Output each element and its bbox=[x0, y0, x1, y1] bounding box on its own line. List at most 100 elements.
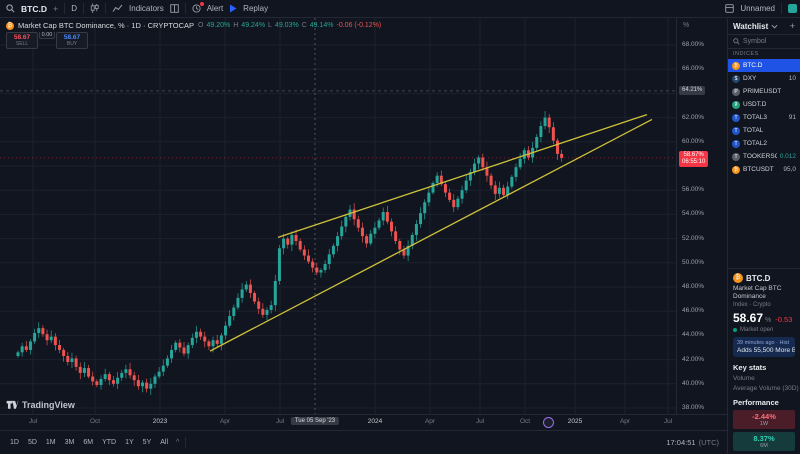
time-tick: Jul bbox=[475, 418, 485, 425]
chart-style-icon[interactable] bbox=[90, 3, 99, 14]
search-icon[interactable] bbox=[6, 4, 15, 13]
buy-label: BUY bbox=[66, 41, 78, 47]
sell-price: 58.67 bbox=[13, 34, 31, 41]
toolbar-divider bbox=[83, 3, 85, 14]
watchlist-item-total[interactable]: T TOTAL bbox=[728, 124, 800, 137]
replay-icon[interactable] bbox=[229, 4, 237, 13]
watchlist-item-primeusdt[interactable]: P PRIMEUSDT bbox=[728, 85, 800, 98]
range-1d[interactable]: 1D bbox=[10, 439, 19, 446]
indicators-button[interactable]: Indicators bbox=[129, 4, 164, 13]
range-5d[interactable]: 5D bbox=[27, 439, 37, 446]
watchlist-item-btc.d[interactable]: ₿ BTC.D bbox=[728, 59, 800, 72]
symbol-logo-icon: P bbox=[732, 87, 740, 96]
range-3m[interactable]: 3M bbox=[64, 439, 75, 446]
chevron-down-icon[interactable] bbox=[771, 24, 778, 29]
time-axis[interactable]: Jul Oct 2023 Apr Jul 2024 Apr Jul Oct 2025 Apr Jul … bbox=[0, 414, 727, 430]
watchlist-value: 95,0 bbox=[783, 166, 796, 173]
timeline-event-icon[interactable] bbox=[543, 417, 554, 428]
range-ytd[interactable]: YTD bbox=[102, 439, 117, 446]
layout-icon[interactable] bbox=[725, 4, 735, 13]
range-6m[interactable]: 6M bbox=[83, 439, 94, 446]
symbol-logo-icon: T bbox=[732, 113, 740, 122]
price-tick: 60.00% bbox=[682, 137, 705, 145]
buy-price: 58.67 bbox=[63, 34, 81, 41]
range-5y[interactable]: 5Y bbox=[142, 439, 152, 446]
symbol-logo-icon: ₿ bbox=[733, 273, 743, 284]
compare-add-icon[interactable]: + bbox=[52, 3, 59, 14]
watchlist-item-dxy[interactable]: $ DXY 10 bbox=[728, 72, 800, 85]
timezone[interactable]: (UTC) bbox=[698, 438, 719, 447]
symbol-logo-icon: $ bbox=[732, 74, 740, 83]
grid-layout-icon[interactable] bbox=[169, 4, 179, 13]
symbol-logo-icon: ₿ bbox=[732, 61, 740, 70]
stat-row: Volume bbox=[733, 375, 755, 382]
watchlist-item-total2[interactable]: T TOTAL2 bbox=[728, 137, 800, 150]
detail-name: Market Cap BTC Dominance bbox=[733, 285, 782, 301]
clock[interactable]: 17:04:51 bbox=[666, 438, 696, 447]
watchlist-value: 10 bbox=[788, 75, 796, 82]
indicators-icon[interactable] bbox=[112, 4, 123, 13]
range-1y[interactable]: 1Y bbox=[125, 439, 134, 446]
time-tick: Oct bbox=[519, 418, 531, 425]
performance-tile-6m: 8.37% 6M bbox=[733, 432, 795, 451]
watchlist-title[interactable]: Watchlist bbox=[733, 21, 769, 31]
price-tick: 62.00% bbox=[682, 113, 705, 121]
low-label: L bbox=[268, 22, 272, 29]
chart-title[interactable]: Market Cap BTC Dominance, % · 1D · CRYPT… bbox=[18, 21, 195, 30]
tradingview-logo[interactable]: TradingView bbox=[6, 399, 75, 410]
alert-button[interactable]: Alert bbox=[206, 4, 224, 13]
toolbar-divider bbox=[105, 3, 107, 14]
market-status-icon bbox=[733, 328, 737, 332]
symbol-search-button[interactable]: BTC.D bbox=[21, 3, 47, 14]
tradingview-logo-icon bbox=[6, 400, 19, 409]
price-axis[interactable]: % 68.00%66.00%64.00%62.00%60.00%58.00%56… bbox=[676, 18, 727, 414]
detail-meta: Index · Crypto bbox=[733, 302, 771, 308]
symbol-search-placeholder: Symbol bbox=[743, 38, 767, 45]
watchlist-section-header[interactable]: INDICES bbox=[733, 51, 759, 57]
open-label: O bbox=[198, 22, 204, 29]
watchlist-value: 0.012 bbox=[779, 153, 796, 160]
ranges-expand-icon[interactable]: ^ bbox=[176, 439, 180, 446]
watchlist-item-tookerso[interactable]: T TOOKERSO 0.012 bbox=[728, 150, 800, 163]
symbol-logo-icon: ₿ bbox=[6, 21, 14, 30]
time-tick: Apr bbox=[219, 418, 231, 425]
watchlist-item-total3[interactable]: T TOTAL3 91 bbox=[728, 111, 800, 124]
detail-symbol[interactable]: BTC.D bbox=[746, 273, 771, 283]
range-all[interactable]: All bbox=[160, 439, 169, 446]
add-symbol-icon[interactable]: + bbox=[789, 21, 795, 31]
alert-icon[interactable] bbox=[192, 2, 204, 13]
buy-button[interactable]: 58.67 BUY bbox=[56, 32, 88, 49]
buy-sell-widget: 58.67 SELL 0.00 58.67 BUY bbox=[6, 32, 88, 49]
watchlist-sidebar: Watchlist + Symbol INDICES ₿ BTC.D $ DXY 10 P… bbox=[727, 18, 800, 454]
news-timestamp: 39 minutes ago · Hist bbox=[737, 340, 789, 346]
range-1m[interactable]: 1M bbox=[45, 439, 56, 446]
alert-price-badge[interactable]: 64.21% bbox=[679, 85, 706, 95]
search-icon bbox=[733, 38, 740, 45]
ohlc-values: O 49.20% H 49.24% L 49.03% C 49.14% -0.06 (-… bbox=[198, 22, 381, 29]
performance-tile-1w: -2.44% 1W bbox=[733, 410, 795, 429]
time-tick: Jul bbox=[663, 418, 673, 425]
watchlist-symbol: USDT.D bbox=[743, 101, 767, 108]
detail-change: -0.53 bbox=[775, 315, 793, 324]
layout-name-button[interactable]: Unnamed bbox=[740, 4, 775, 13]
time-tick: Jul bbox=[28, 418, 38, 425]
symbol-logo-icon: ₮ bbox=[732, 100, 740, 109]
symbol-search-field[interactable]: Symbol bbox=[728, 34, 800, 49]
watchlist-symbol: TOTAL2 bbox=[743, 140, 767, 147]
price-chart[interactable] bbox=[0, 18, 676, 414]
publish-button[interactable] bbox=[788, 4, 797, 13]
date-range-switcher: 1D 5D 1M 3M 6M YTD 1Y 5Y All bbox=[8, 438, 170, 447]
watchlist-item-btcusdt[interactable]: ₿ BTCUSDT 95,0 bbox=[728, 163, 800, 176]
watchlist-symbol: PRIMEUSDT bbox=[743, 88, 782, 95]
time-tick: Oct bbox=[89, 418, 101, 425]
watchlist-symbol: BTCUSDT bbox=[743, 166, 774, 173]
watchlist-item-usdt.d[interactable]: ₮ USDT.D bbox=[728, 98, 800, 111]
replay-button[interactable]: Replay bbox=[243, 4, 269, 13]
news-card[interactable]: 39 minutes ago · Hist Adds 55,500 More B… bbox=[733, 337, 795, 357]
symbol-logo-icon: T bbox=[732, 139, 740, 148]
interval-button[interactable]: D bbox=[71, 4, 78, 13]
chart-region[interactable]: ₿ Market Cap BTC Dominance, % · 1D · CRY… bbox=[0, 18, 727, 414]
high-label: H bbox=[233, 22, 239, 29]
watchlist-value: 91 bbox=[788, 114, 796, 121]
sell-button[interactable]: 58.67 SELL bbox=[6, 32, 38, 49]
